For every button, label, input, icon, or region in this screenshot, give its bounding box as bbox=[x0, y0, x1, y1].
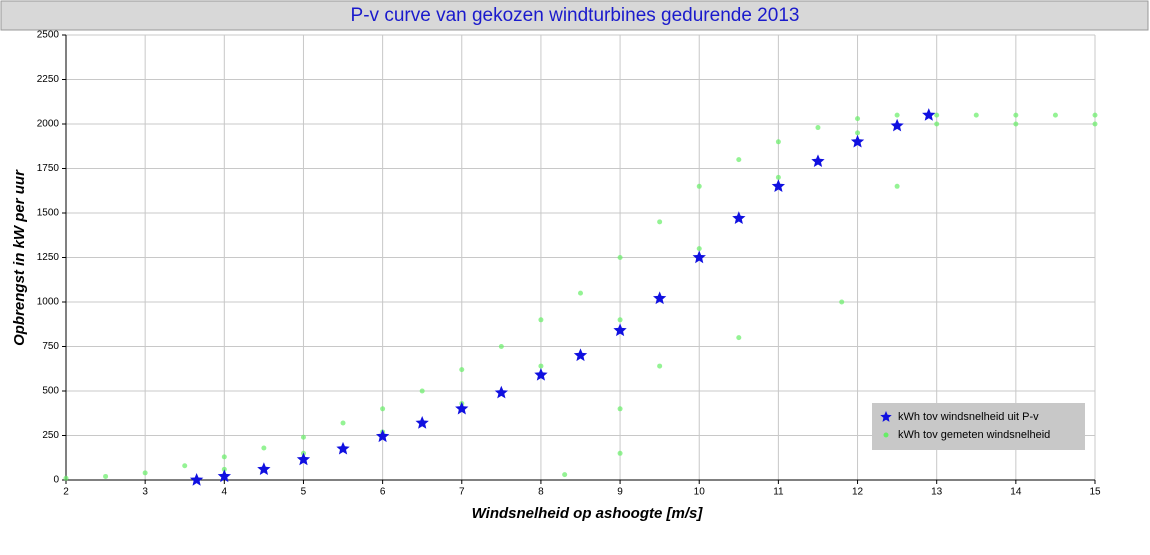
point bbox=[613, 323, 627, 337]
legend-marker bbox=[880, 411, 892, 422]
point bbox=[494, 385, 508, 399]
point bbox=[261, 445, 267, 451]
legend-label: kWh tov gemeten windsnelheid bbox=[898, 429, 1050, 441]
point bbox=[890, 118, 904, 132]
x-tick-label: 4 bbox=[222, 487, 228, 498]
x-tick-label: 3 bbox=[142, 487, 148, 498]
x-tick-label: 12 bbox=[852, 487, 864, 498]
point bbox=[498, 344, 504, 349]
point bbox=[189, 473, 204, 486]
y-tick-label: 2500 bbox=[37, 30, 60, 41]
x-tick-label: 14 bbox=[1010, 487, 1022, 498]
point bbox=[850, 134, 865, 148]
y-tick-label: 1500 bbox=[37, 208, 60, 219]
x-tick-label: 11 bbox=[773, 487, 784, 498]
point bbox=[562, 472, 568, 478]
point bbox=[815, 125, 821, 131]
point bbox=[696, 183, 702, 189]
point bbox=[775, 174, 781, 180]
point bbox=[182, 463, 188, 469]
y-tick-label: 2250 bbox=[37, 74, 60, 85]
point bbox=[376, 429, 390, 443]
point bbox=[300, 434, 306, 440]
point bbox=[103, 473, 109, 479]
x-tick-label: 8 bbox=[538, 487, 544, 498]
y-tick-label: 1000 bbox=[37, 297, 60, 308]
point bbox=[63, 475, 69, 481]
point bbox=[578, 290, 583, 296]
point bbox=[696, 246, 702, 252]
title-bar bbox=[0, 0, 1149, 31]
point bbox=[657, 219, 663, 225]
point bbox=[296, 452, 311, 466]
y-tick-label: 500 bbox=[42, 386, 59, 397]
point bbox=[573, 348, 588, 362]
y-tick-label: 1750 bbox=[37, 163, 60, 174]
point bbox=[973, 112, 979, 118]
point bbox=[839, 299, 845, 305]
point bbox=[1013, 121, 1019, 127]
y-tick-label: 750 bbox=[42, 341, 59, 352]
point bbox=[617, 317, 623, 323]
point bbox=[538, 363, 544, 369]
x-tick-label: 13 bbox=[931, 487, 943, 498]
point bbox=[894, 183, 900, 189]
point bbox=[340, 420, 346, 426]
point bbox=[1013, 112, 1019, 118]
legend-marker bbox=[883, 432, 889, 438]
point bbox=[617, 406, 623, 412]
point bbox=[736, 157, 742, 163]
point bbox=[257, 462, 271, 475]
x-tick-label: 15 bbox=[1089, 487, 1101, 498]
point bbox=[221, 454, 227, 460]
y-axis-label: Opbrengst in kW per uur bbox=[11, 169, 28, 346]
x-tick-label: 6 bbox=[380, 487, 386, 498]
legend-label: kWh tov windsnelheid uit P-v bbox=[898, 411, 1039, 423]
point bbox=[217, 469, 231, 483]
point bbox=[538, 317, 544, 323]
y-tick-label: 2000 bbox=[37, 119, 60, 130]
point bbox=[657, 363, 663, 369]
y-tick-label: 250 bbox=[42, 430, 59, 441]
point bbox=[336, 441, 350, 455]
y-tick-label: 1250 bbox=[37, 252, 60, 263]
point bbox=[1052, 112, 1058, 118]
point bbox=[653, 291, 667, 305]
point bbox=[455, 401, 469, 415]
point bbox=[934, 112, 940, 118]
point bbox=[736, 335, 742, 341]
point bbox=[534, 368, 548, 381]
x-tick-label: 10 bbox=[694, 487, 706, 498]
legend: kWh tov windsnelheid uit P-v kWh tov geme… bbox=[872, 403, 1085, 450]
point bbox=[142, 470, 148, 476]
point bbox=[415, 416, 429, 429]
point bbox=[221, 466, 227, 472]
point bbox=[617, 450, 623, 456]
point bbox=[775, 139, 781, 145]
x-tick-label: 7 bbox=[459, 487, 465, 498]
point bbox=[894, 112, 900, 118]
point bbox=[934, 121, 940, 127]
point bbox=[1092, 121, 1098, 127]
point bbox=[459, 367, 465, 373]
x-tick-label: 2 bbox=[63, 487, 69, 498]
chart-title: P-v curve van gekozen windturbines gedur… bbox=[351, 5, 800, 26]
point bbox=[855, 130, 861, 136]
x-tick-label: 9 bbox=[617, 487, 623, 498]
point bbox=[617, 255, 623, 260]
point bbox=[732, 211, 746, 224]
point bbox=[380, 406, 386, 412]
point bbox=[1092, 112, 1098, 118]
point bbox=[692, 250, 706, 264]
point bbox=[855, 116, 861, 122]
legend-box bbox=[872, 403, 1085, 450]
x-axis-label: Windsnelheid op ashoogte [m/s] bbox=[472, 505, 704, 522]
point bbox=[811, 154, 825, 167]
y-tick-label: 0 bbox=[53, 475, 59, 486]
point bbox=[419, 388, 425, 394]
point bbox=[771, 179, 785, 192]
point bbox=[922, 108, 936, 121]
x-tick-label: 5 bbox=[301, 487, 307, 498]
